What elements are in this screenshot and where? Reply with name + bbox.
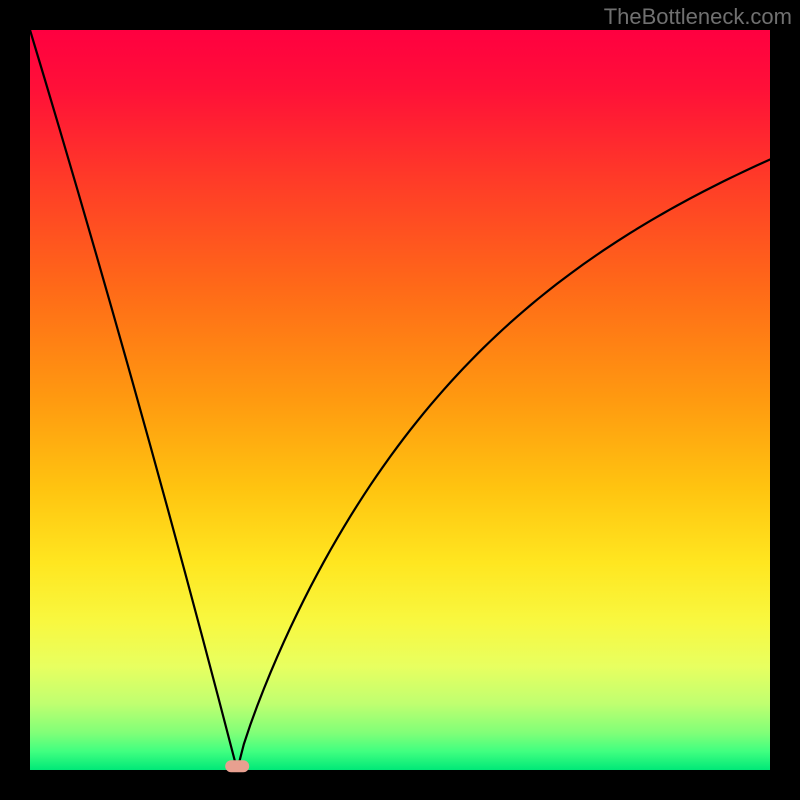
dip-marker bbox=[225, 760, 249, 772]
chart-svg bbox=[0, 0, 800, 800]
chart-container: TheBottleneck.com bbox=[0, 0, 800, 800]
plot-background bbox=[30, 30, 770, 770]
